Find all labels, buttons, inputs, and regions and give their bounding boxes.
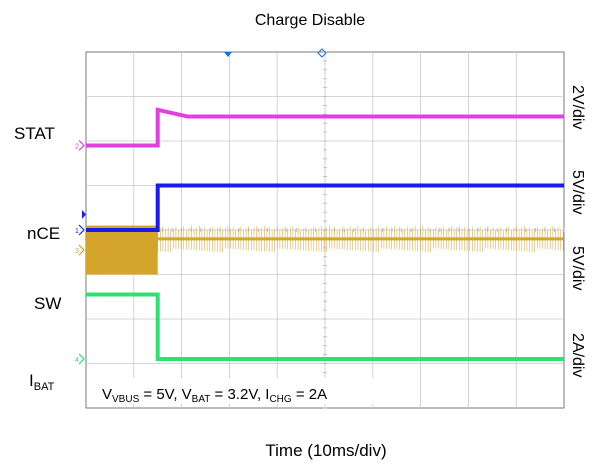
scale-nce: 5V/div xyxy=(569,170,586,214)
marker-arrow-icon xyxy=(78,140,85,151)
x-axis-label: Time (10ms/div) xyxy=(265,441,386,460)
annotation-part-0: V xyxy=(102,386,112,403)
label-ibat: IBAT xyxy=(29,371,55,393)
label-nce: nCE xyxy=(27,224,60,243)
annotation-box xyxy=(94,378,374,404)
scale-ibat: 2A/div xyxy=(569,333,586,377)
marker-number: 1 xyxy=(75,228,79,235)
marker-number: 4 xyxy=(75,357,79,364)
stat-trace xyxy=(86,107,564,148)
nce-trace xyxy=(86,183,564,232)
annotation-part-5: = 2A xyxy=(292,386,327,403)
label-sw: SW xyxy=(34,294,61,313)
marker-number: 2 xyxy=(75,143,79,150)
annotation-part-1: = 5V, V xyxy=(139,386,191,403)
label-ibat-main: I xyxy=(29,371,34,390)
marker-arrow-icon xyxy=(78,244,85,256)
annotation-sub-2: BAT xyxy=(192,394,211,405)
marker-arrow-icon xyxy=(78,353,85,365)
label-stat: STAT xyxy=(14,124,55,143)
scale-sw: 5V/div xyxy=(569,246,586,290)
channel-marker-sw: 3 xyxy=(75,244,85,256)
trigger-arrow-icon xyxy=(82,209,86,219)
channel-marker-stat: 2 xyxy=(75,140,85,151)
scale-stat: 2V/div xyxy=(569,85,586,129)
marker-arrow-icon xyxy=(78,224,85,236)
annotation: VVBUS = 5V, VBAT = 3.2V, ICHG = 2A xyxy=(102,386,327,405)
channel-marker-ibat: 4 xyxy=(75,353,85,365)
annotation-sub-0: VBUS xyxy=(112,394,140,405)
channel-marker-nce: 1 xyxy=(75,224,85,236)
channel-markers: 2 1 3 4 xyxy=(75,140,86,365)
ibat-trace xyxy=(86,292,564,362)
sw-switching-band xyxy=(86,225,158,275)
annotation-part-3: = 3.2V, I xyxy=(210,386,269,403)
trigger-position-icon xyxy=(224,52,232,57)
trigger-level-icon xyxy=(317,48,327,58)
label-ibat-sub: BAT xyxy=(34,381,55,393)
marker-number: 3 xyxy=(75,248,79,255)
annotation-sub-4: CHG xyxy=(269,394,291,405)
chart-title: Charge Disable xyxy=(255,12,365,29)
waveforms xyxy=(86,107,564,362)
